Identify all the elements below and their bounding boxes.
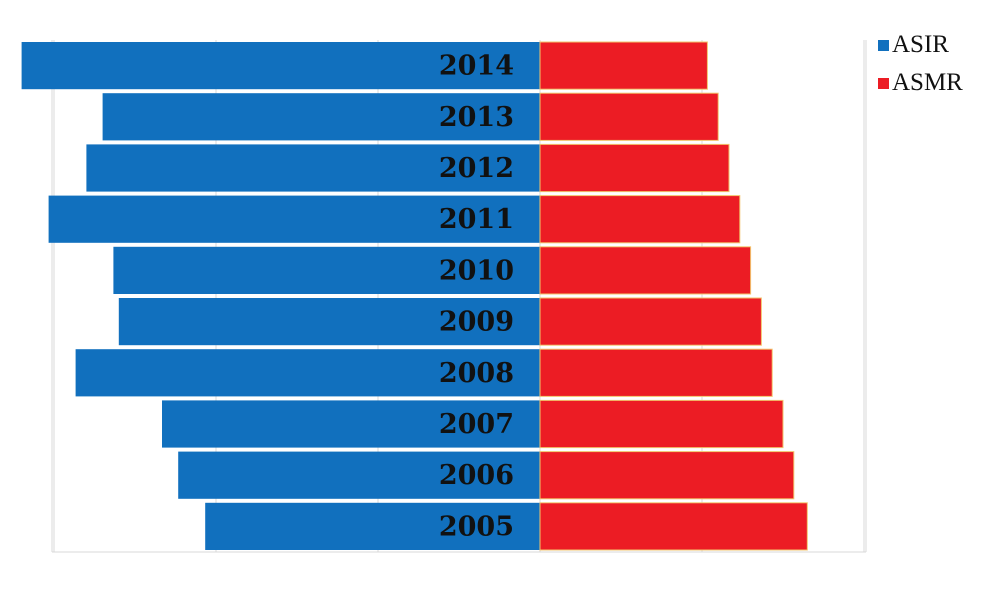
year-label-2013: 2013 <box>439 102 514 133</box>
asmr-bar-2005 <box>539 502 808 551</box>
asir-bars <box>21 42 541 550</box>
legend-swatch-asmr <box>878 78 889 89</box>
asmr-bar-2009 <box>539 297 762 346</box>
asmr-bar-2007 <box>539 399 784 449</box>
legend-label-asmr: ASMR <box>892 69 963 96</box>
asir-bar-2006 <box>178 451 540 499</box>
asmr-bar-2012 <box>539 143 730 193</box>
year-label-2008: 2008 <box>439 358 514 389</box>
asir-bar-2007 <box>162 400 540 448</box>
year-label-2007: 2007 <box>439 409 514 440</box>
year-label-2006: 2006 <box>439 460 514 491</box>
asmr-bar-2013 <box>539 92 719 141</box>
chart-legend: ASIR ASMR <box>878 31 963 96</box>
asmr-bar-2010 <box>539 246 752 295</box>
asir-bar-2013 <box>102 93 540 141</box>
year-label-2014: 2014 <box>439 51 514 82</box>
year-label-2009: 2009 <box>439 307 514 338</box>
asmr-bar-2006 <box>539 451 795 500</box>
asmr-bar-2008 <box>539 348 773 397</box>
legend-label-asir: ASIR <box>892 31 949 58</box>
asmr-bar-2011 <box>539 195 741 244</box>
year-labels: 2014 2013 2012 2011 2010 2009 2008 2007 2006 2005 <box>439 51 514 543</box>
asir-bar-2014 <box>21 42 541 90</box>
asir-bar-2005 <box>205 502 540 550</box>
year-label-2005: 2005 <box>439 511 514 542</box>
asir-bar-2010 <box>113 246 541 294</box>
year-label-2012: 2012 <box>439 153 514 184</box>
asir-bar-2011 <box>48 195 540 243</box>
legend-swatch-asir <box>878 40 889 51</box>
asmr-bar-2014 <box>539 41 708 90</box>
year-label-2011: 2011 <box>439 204 514 235</box>
asir-bar-2008 <box>75 349 540 397</box>
asir-bar-2009 <box>118 298 541 346</box>
asmr-bars <box>539 41 808 551</box>
asir-bar-2012 <box>86 144 541 192</box>
year-label-2010: 2010 <box>439 255 514 286</box>
